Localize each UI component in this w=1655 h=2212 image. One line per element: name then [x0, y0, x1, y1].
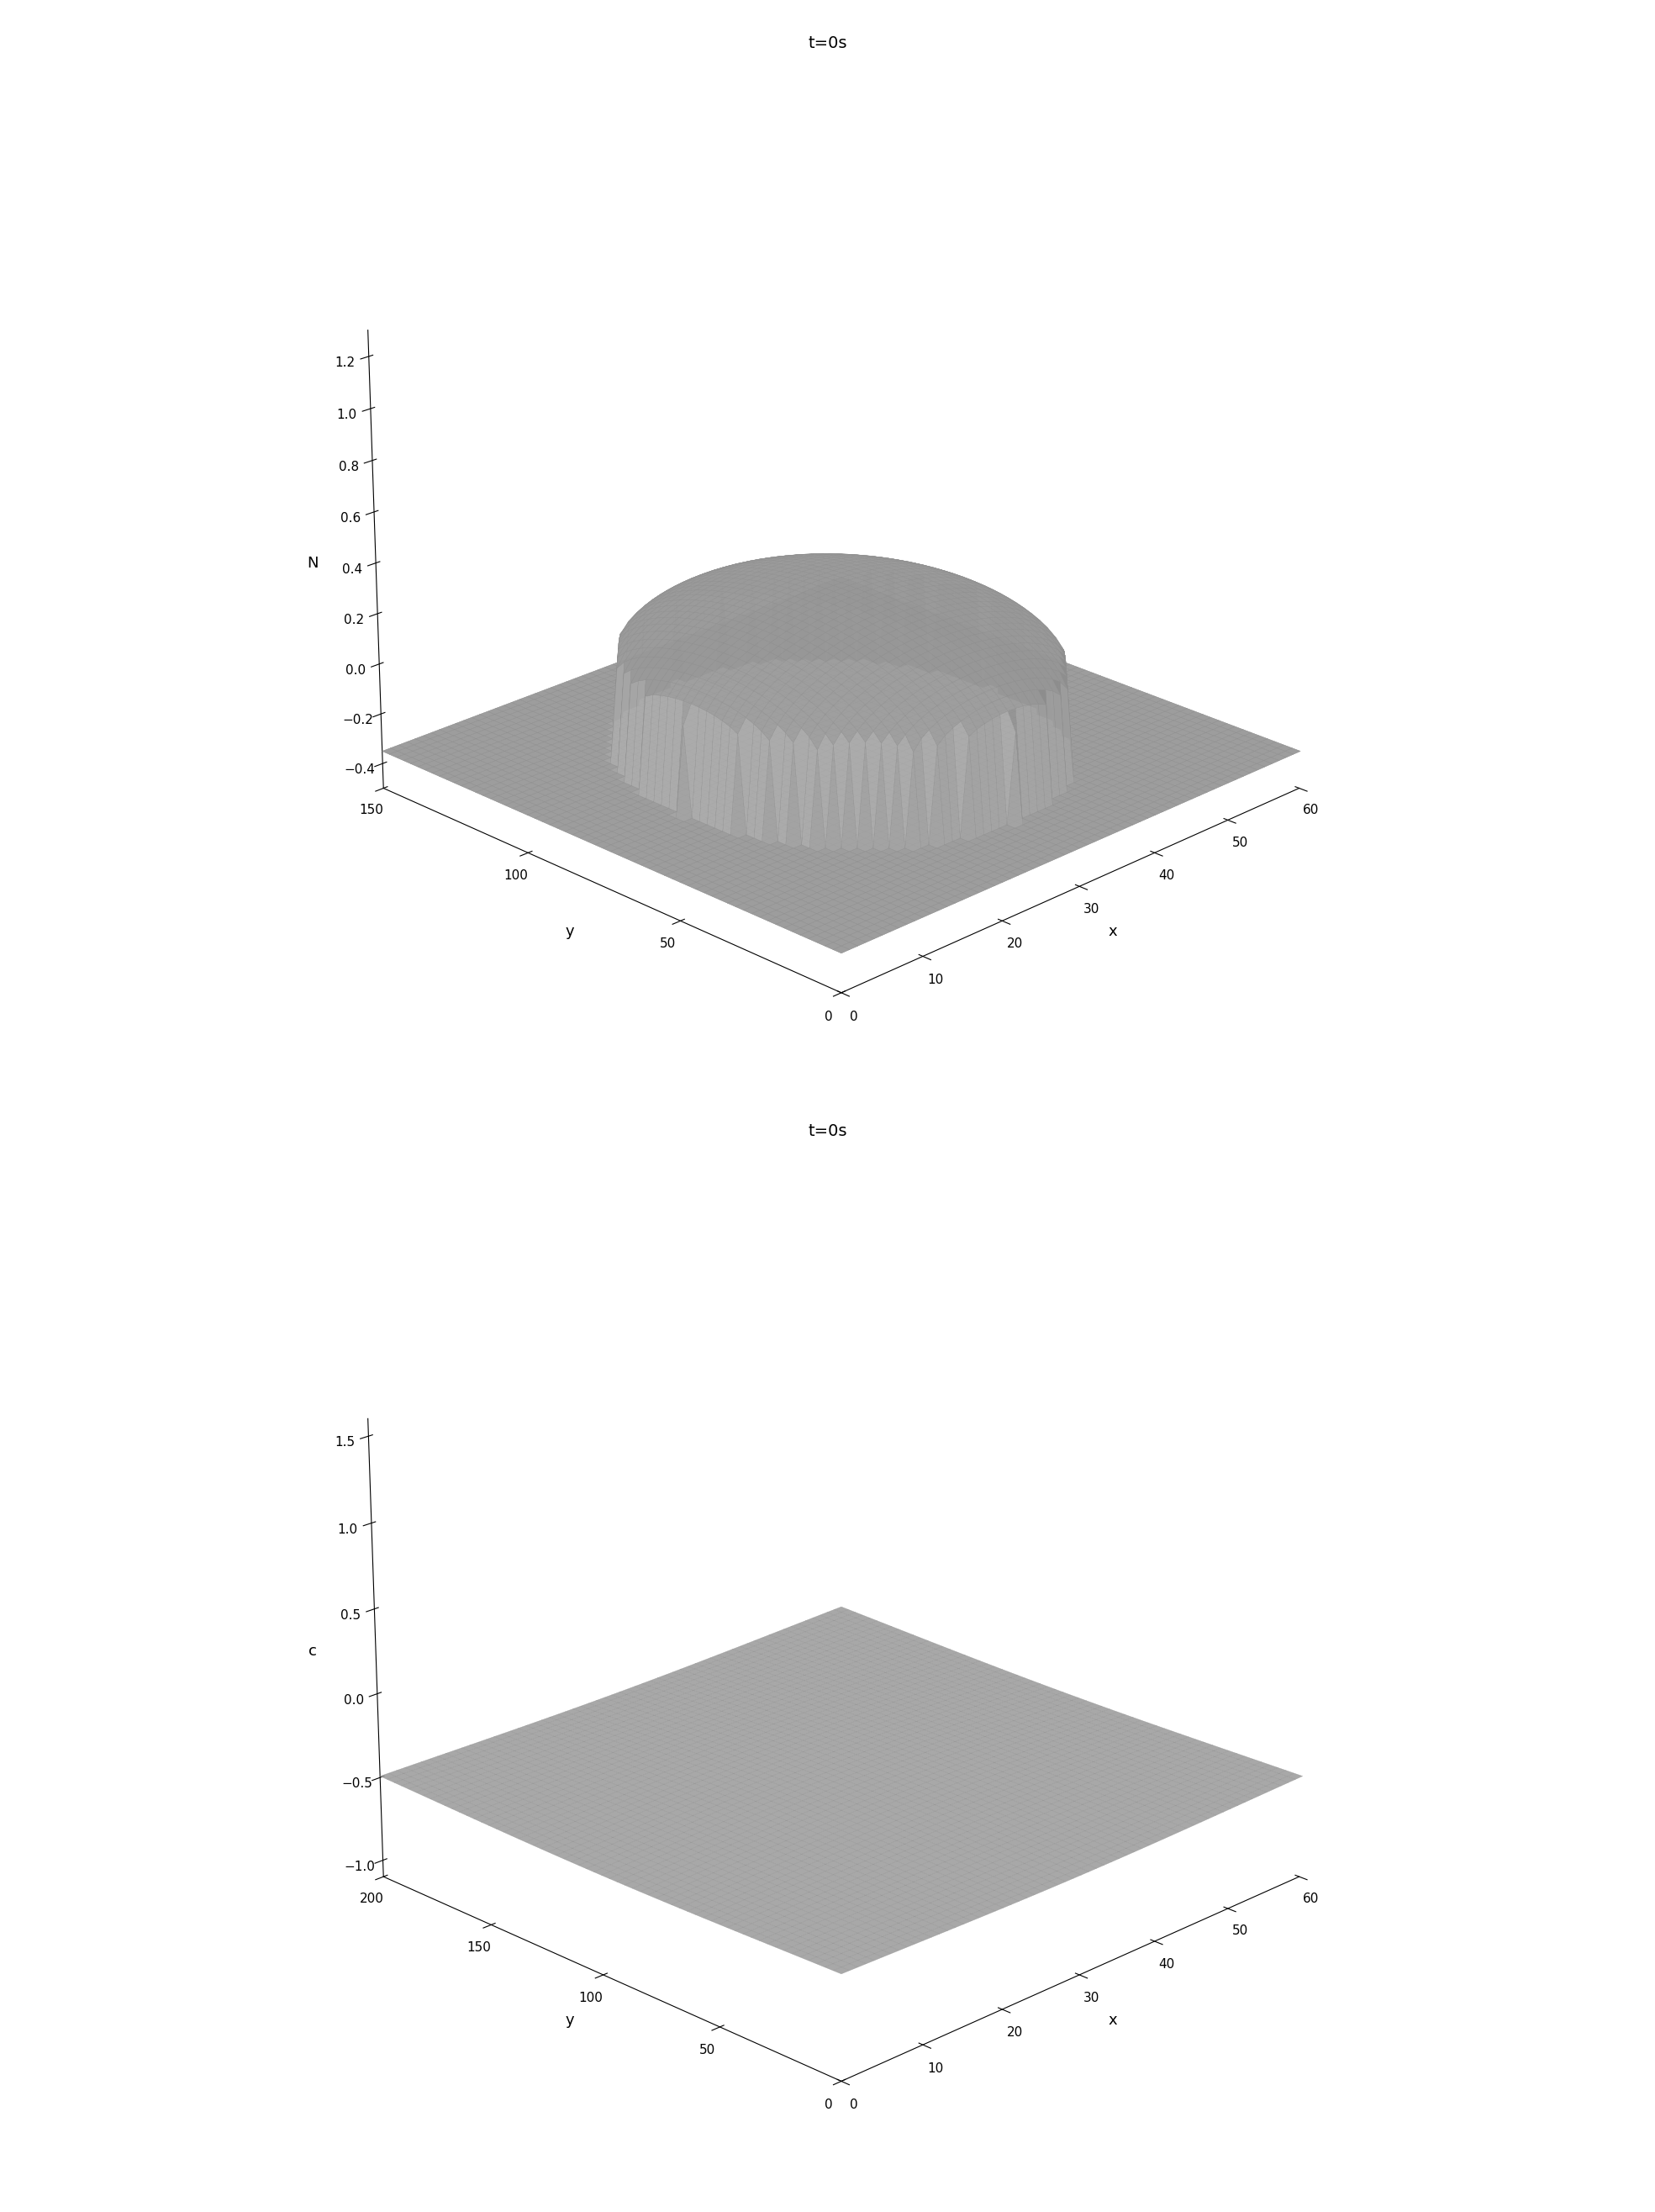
X-axis label: x: x [1109, 925, 1117, 940]
Title: t=0s: t=0s [808, 35, 847, 51]
Y-axis label: y: y [566, 2013, 574, 2028]
Title: t=0s: t=0s [808, 1124, 847, 1139]
Y-axis label: y: y [566, 925, 574, 940]
X-axis label: x: x [1109, 2013, 1117, 2028]
